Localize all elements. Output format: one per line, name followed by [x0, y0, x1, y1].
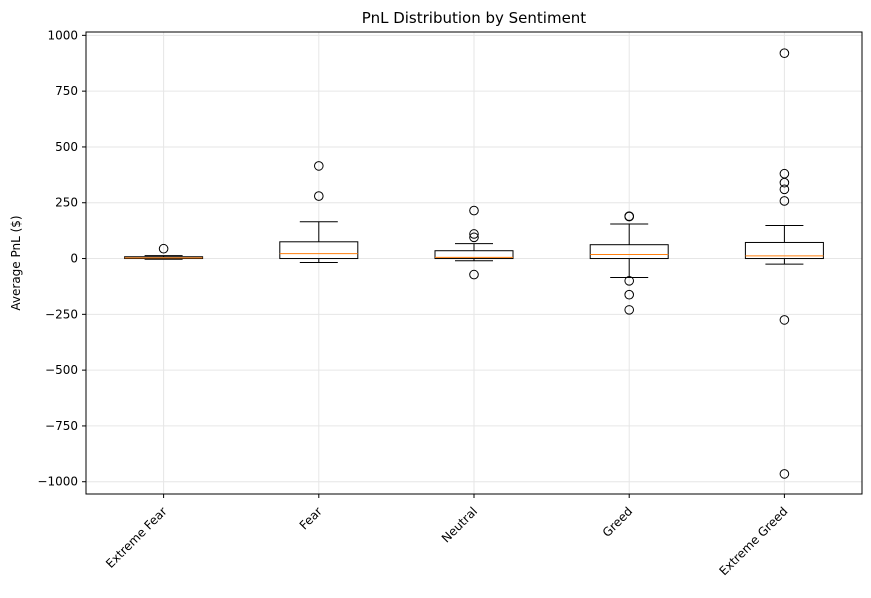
outlier-point: [779, 184, 790, 195]
box-iqr: [279, 241, 359, 260]
outlier-point: [779, 196, 790, 206]
box-iqr: [434, 250, 514, 260]
box-extreme-fear: [124, 243, 204, 260]
x-tick-label: Fear: [297, 504, 325, 532]
x-ticks: Extreme Fear Fear Neutral Greed Extreme Gree…: [103, 494, 791, 578]
outlier-point: [314, 161, 324, 171]
box-neutral: [434, 205, 514, 280]
outlier-point: [469, 229, 479, 239]
y-tick-label: −500: [45, 363, 78, 377]
outlier-point: [469, 232, 479, 243]
y-tick-label: 500: [55, 140, 78, 154]
outlier-point: [624, 276, 635, 286]
outlier-point: [624, 289, 635, 300]
box-greed: [589, 211, 669, 315]
y-tick-label: 0: [70, 252, 78, 266]
y-ticks: 1000 750 500 250 0 −250 −500 −750 −1000: [37, 28, 86, 489]
y-tick-label: −750: [45, 419, 78, 433]
y-axis-label: Average PnL ($): [9, 215, 23, 310]
outlier-point: [469, 205, 479, 216]
x-tick-label: Neutral: [439, 504, 480, 545]
box-iqr: [589, 244, 669, 260]
y-tick-label: −250: [45, 307, 78, 321]
outlier-point: [158, 243, 169, 254]
boxes-group: [124, 48, 824, 479]
chart-title: PnL Distribution by Sentiment: [362, 9, 587, 27]
outlier-point: [779, 469, 790, 479]
box-iqr: [744, 241, 824, 260]
grid-lines: [86, 32, 862, 494]
y-tick-label: −1000: [37, 475, 78, 489]
outlier-point: [469, 269, 479, 280]
y-tick-label: 250: [55, 196, 78, 210]
outlier-point: [779, 315, 790, 325]
outlier-point: [624, 211, 635, 221]
outlier-point: [779, 48, 790, 59]
outlier-point: [314, 191, 324, 201]
outlier-point: [624, 305, 635, 315]
y-tick-label: 750: [55, 84, 78, 98]
box-extreme-greed: [744, 48, 824, 479]
x-tick-label: Extreme Fear: [103, 504, 170, 571]
x-tick-label: Greed: [600, 504, 636, 540]
box-fear: [279, 161, 359, 264]
x-tick-label: Extreme Greed: [716, 504, 790, 578]
outlier-point: [779, 177, 790, 188]
y-tick-label: 1000: [47, 28, 78, 42]
